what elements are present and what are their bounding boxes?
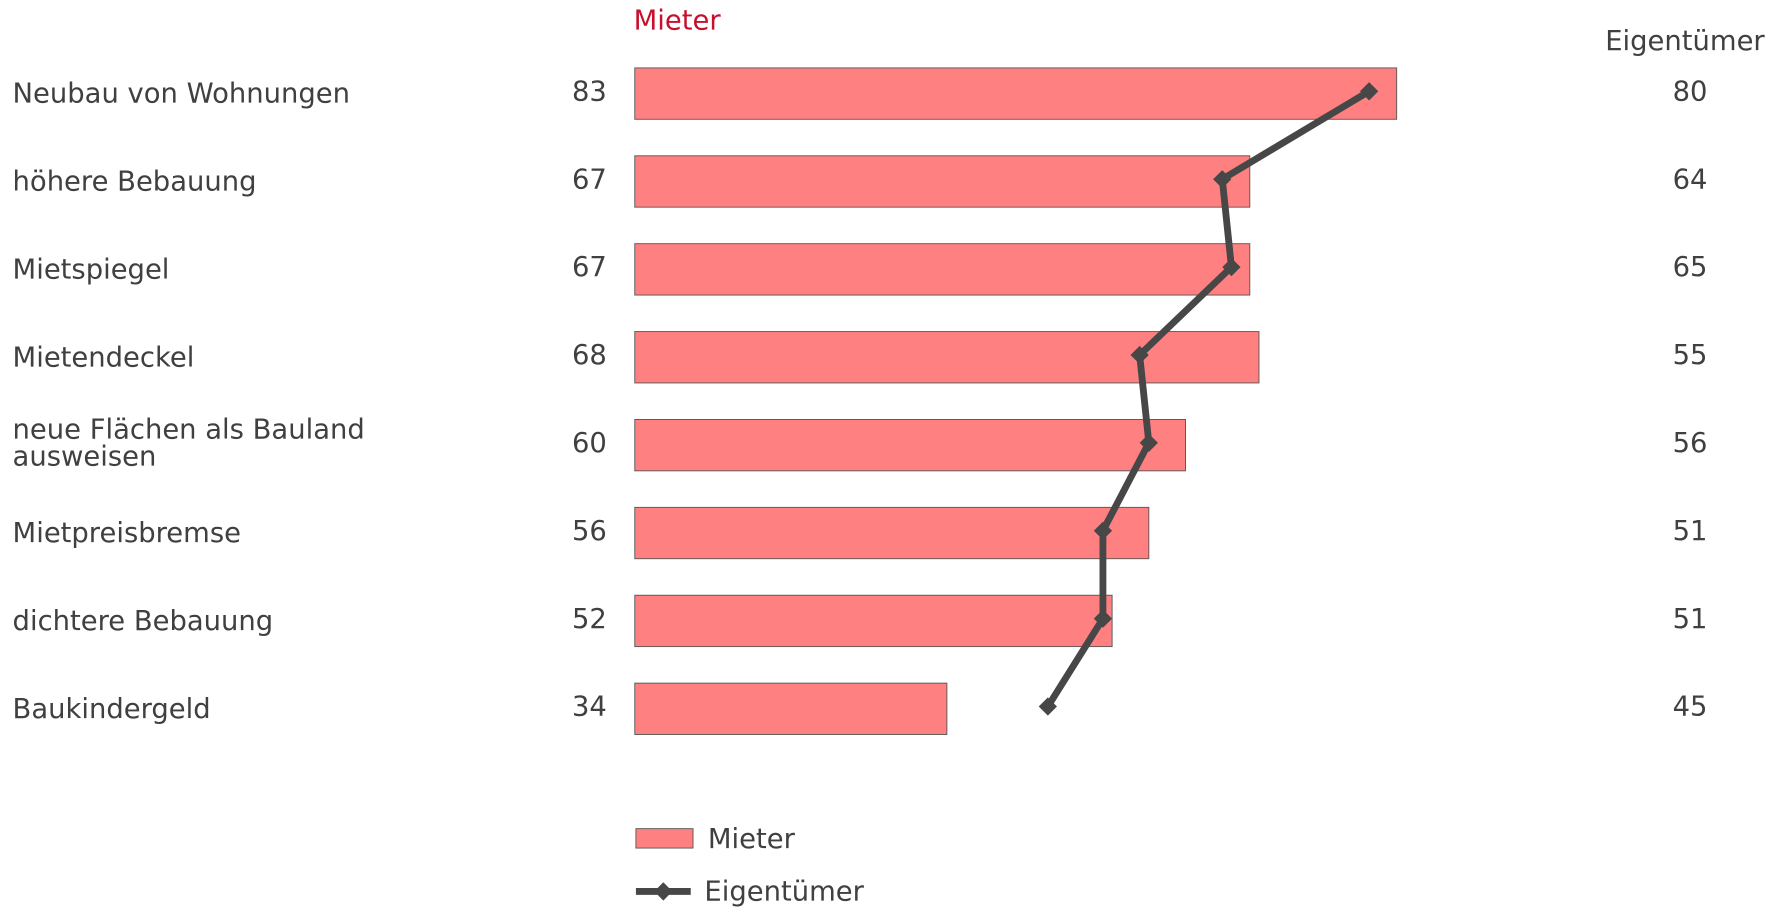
value-label: 60 (571, 426, 607, 459)
line-marker (1139, 433, 1158, 452)
value-label: 56 (1672, 426, 1708, 459)
value-label: 83 (571, 75, 607, 108)
bar (634, 243, 1251, 296)
value-label: 45 (1672, 690, 1708, 723)
line-marker (1093, 521, 1113, 540)
line (1044, 88, 1371, 709)
value-label: 80 (1672, 75, 1708, 108)
category-label: Mietpreisbremse (12, 517, 241, 550)
bar (634, 155, 1251, 208)
value-label: 55 (1672, 338, 1708, 371)
value-label: 56 (571, 514, 607, 547)
line-marker (1359, 82, 1379, 101)
line-marker (1213, 170, 1232, 189)
bar (634, 594, 1113, 648)
category-label: dichtere Bebauung (12, 604, 274, 637)
legend-label: Eigentümer (704, 875, 864, 907)
category-label: höhere Bebauung (12, 165, 257, 198)
category-label: Baukindergeld (12, 692, 211, 725)
legend-label: Mieter (707, 822, 795, 855)
value-label: 64 (1672, 163, 1708, 196)
column-header: Mieter (633, 4, 721, 37)
line-marker (1038, 697, 1057, 716)
bar (634, 331, 1260, 384)
category-label: Neubau von Wohnungen (12, 77, 350, 110)
bar (634, 67, 1398, 120)
column-header: Eigentümer (1605, 25, 1765, 58)
category-label: neue Flächen als Bauland ausweisen (12, 413, 365, 473)
legend-swatch (635, 828, 694, 849)
line-marker (1093, 609, 1113, 628)
category-label: Mietendeckel (12, 341, 195, 374)
legend-swatch (654, 882, 673, 901)
bar (634, 506, 1150, 560)
value-label: 51 (1672, 514, 1708, 547)
value-label: 67 (571, 251, 607, 284)
value-label: 68 (571, 338, 607, 371)
bar (634, 419, 1186, 472)
value-label: 65 (1672, 251, 1708, 284)
value-label: 51 (1672, 602, 1708, 635)
value-label: 67 (571, 163, 607, 196)
category-label: Mietspiegel (12, 253, 170, 286)
bar (634, 682, 948, 735)
value-label: 52 (571, 602, 607, 635)
value-label: 34 (571, 690, 607, 723)
